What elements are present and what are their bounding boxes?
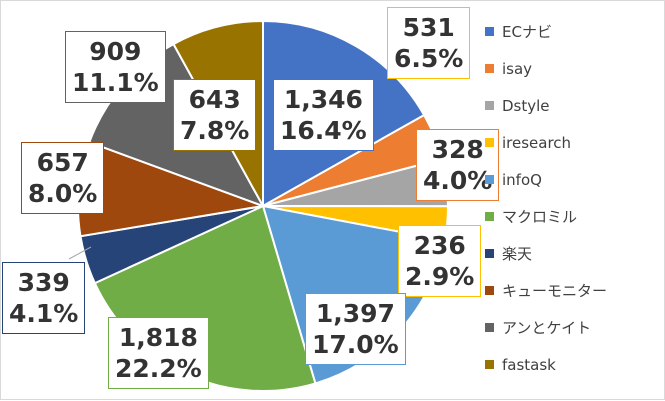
data-label-value: 657 (36, 148, 89, 177)
legend-swatch (485, 27, 494, 36)
data-label-value: 339 (17, 268, 70, 297)
data-label-2: 328 4.0% (416, 129, 500, 201)
data-label-5: 1,397 17.0% (305, 293, 406, 365)
legend-swatch (485, 64, 494, 73)
legend-swatch (485, 212, 494, 221)
data-label-8: 657 8.0% (21, 142, 105, 214)
data-label-percent: 7.8% (180, 116, 250, 145)
legend-item-4: iresearch (485, 124, 607, 161)
data-label-value: 1,397 (315, 299, 395, 328)
data-label-4: 236 2.9% (398, 225, 482, 297)
data-label-value: 643 (188, 85, 241, 114)
legend-item-9: アンとケイト (485, 309, 607, 346)
data-label-value: 1,346 (283, 85, 363, 114)
legend-item-10: fastask (485, 346, 607, 383)
legend-label: iresearch (502, 133, 572, 152)
legend-item-8: キューモニター (485, 272, 607, 309)
data-label-6: 1,818 22.2% (108, 317, 209, 389)
data-label-percent: 11.1% (72, 68, 159, 97)
data-label-percent: 6.5% (394, 44, 464, 73)
data-label-value: 909 (89, 37, 142, 66)
data-label-7: 339 4.1% (2, 262, 86, 334)
legend-label: キューモニター (502, 282, 608, 300)
legend-swatch (485, 286, 494, 295)
legend: ECナビ isay Dstyle iresearch infoQ マクロミル楽天キューモニ… (485, 13, 607, 383)
data-label-9: 909 11.1% (65, 31, 166, 103)
data-label-percent: 4.0% (423, 166, 493, 195)
data-label-1: 1,346 16.4% (273, 79, 374, 151)
legend-item-6: マクロミル (485, 198, 607, 235)
legend-swatch (485, 138, 494, 147)
legend-item-7: 楽天 (485, 235, 607, 272)
data-label-percent: 17.0% (312, 330, 399, 359)
legend-item-2: isay (485, 50, 607, 87)
legend-label: fastask (502, 355, 556, 374)
data-label-percent: 22.2% (115, 354, 202, 383)
data-label-percent: 8.0% (28, 179, 98, 208)
legend-swatch (485, 360, 494, 369)
legend-label: Dstyle (502, 96, 550, 115)
legend-swatch (485, 101, 494, 110)
legend-item-1: ECナビ (485, 13, 607, 50)
legend-swatch (485, 323, 494, 332)
legend-label: infoQ (502, 170, 542, 189)
data-label-value: 1,818 (118, 323, 198, 352)
legend-label: isay (502, 59, 533, 78)
data-label-percent: 4.1% (9, 299, 79, 328)
legend-swatch (485, 249, 494, 258)
legend-item-3: Dstyle (485, 87, 607, 124)
legend-item-5: infoQ (485, 161, 607, 198)
legend-label: アンとケイト (502, 319, 592, 337)
data-label-percent: 16.4% (280, 116, 367, 145)
data-label-percent: 2.9% (405, 262, 475, 291)
data-label-10: 643 7.8% (173, 79, 257, 151)
legend-label: 楽天 (502, 245, 533, 263)
legend-label: マクロミル (502, 208, 578, 226)
leader-line (68, 246, 92, 260)
data-label-value: 236 (413, 231, 466, 260)
data-label-value: 328 (431, 135, 484, 164)
data-label-extra: 531 6.5% (387, 7, 471, 79)
legend-swatch (485, 175, 494, 184)
legend-label: ECナビ (502, 23, 552, 41)
data-label-value: 531 (402, 13, 455, 42)
